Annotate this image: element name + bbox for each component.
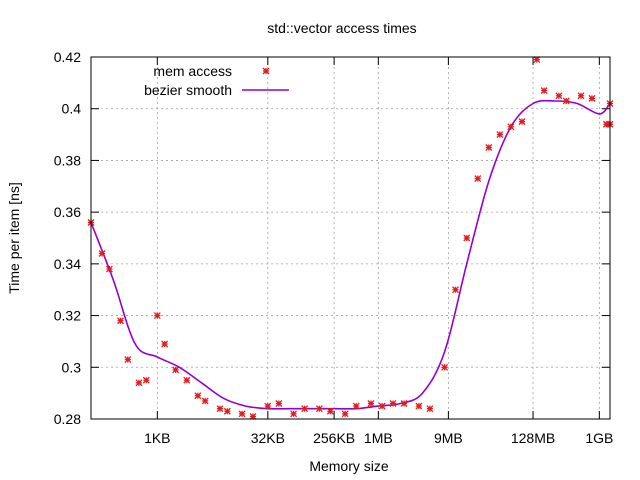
data-point bbox=[98, 250, 106, 257]
grid bbox=[91, 57, 610, 419]
data-point bbox=[400, 400, 408, 407]
data-point bbox=[463, 234, 471, 242]
y-tick-label: 0.28 bbox=[54, 411, 81, 427]
y-tick-label: 0.4 bbox=[62, 101, 82, 117]
x-tick-label: 1KB bbox=[144, 430, 170, 446]
x-axis-ticks: 1KB 32KB 256KB 1MB 9MB 128MB 1GB bbox=[144, 57, 613, 446]
data-point bbox=[562, 97, 570, 105]
data-point bbox=[238, 410, 246, 418]
legend-label-mem-access: mem access bbox=[153, 63, 232, 79]
series-points-mem-access bbox=[87, 56, 614, 420]
data-point bbox=[216, 405, 224, 413]
data-point bbox=[426, 405, 434, 413]
plot-frame bbox=[90, 56, 611, 420]
data-point bbox=[183, 376, 191, 384]
data-point bbox=[485, 144, 493, 151]
data-point bbox=[518, 118, 526, 126]
y-axis-ticks: 0.28 0.3 0.32 0.34 0.36 0.38 0.4 0.42 bbox=[54, 49, 610, 427]
data-point bbox=[507, 123, 515, 131]
data-point bbox=[577, 92, 585, 100]
x-tick-label: 1MB bbox=[364, 430, 393, 446]
data-point bbox=[249, 412, 257, 420]
legend-marker-mem-access bbox=[262, 67, 270, 75]
x-tick-label: 9MB bbox=[434, 430, 463, 446]
data-point bbox=[367, 400, 375, 407]
data-point bbox=[223, 407, 231, 415]
data-point bbox=[452, 286, 459, 294]
x-tick-label: 1GB bbox=[585, 430, 613, 446]
data-point bbox=[326, 407, 334, 415]
data-point bbox=[172, 366, 180, 374]
series-line-bezier-smooth bbox=[90, 99, 611, 410]
data-point bbox=[135, 379, 143, 387]
chart-title: std::vector access times bbox=[267, 20, 416, 36]
data-point bbox=[105, 265, 113, 273]
y-tick-label: 0.38 bbox=[54, 152, 81, 168]
data-point bbox=[194, 392, 202, 400]
data-point bbox=[540, 87, 548, 95]
data-point bbox=[124, 356, 132, 363]
data-point bbox=[315, 405, 323, 413]
legend-label-bezier-smooth: bezier smooth bbox=[144, 82, 232, 98]
data-point bbox=[142, 376, 150, 384]
data-point bbox=[441, 363, 449, 371]
x-tick-label: 256KB bbox=[313, 430, 355, 446]
data-point bbox=[555, 92, 563, 100]
x-tick-label: 128MB bbox=[511, 430, 555, 446]
y-tick-label: 0.42 bbox=[54, 49, 81, 65]
data-point bbox=[161, 340, 169, 348]
data-point bbox=[352, 402, 360, 410]
data-point bbox=[301, 405, 309, 413]
y-tick-label: 0.32 bbox=[54, 308, 81, 324]
legend: mem access bezier smooth bbox=[144, 63, 289, 98]
data-point bbox=[496, 131, 504, 139]
data-point bbox=[474, 175, 482, 182]
data-point bbox=[415, 402, 423, 410]
x-tick-label: 32KB bbox=[251, 430, 285, 446]
x-axis-label: Memory size bbox=[309, 458, 389, 474]
data-point bbox=[275, 400, 283, 407]
data-point bbox=[341, 410, 349, 418]
y-tick-label: 0.34 bbox=[54, 256, 81, 272]
data-point bbox=[264, 402, 272, 410]
y-tick-label: 0.36 bbox=[54, 204, 81, 220]
legend-marker-star bbox=[262, 67, 270, 75]
data-point bbox=[201, 397, 209, 405]
y-axis-label: Time per item [ns] bbox=[6, 182, 22, 294]
data-point bbox=[389, 400, 397, 407]
data-point bbox=[290, 410, 298, 418]
data-point bbox=[117, 317, 124, 325]
y-tick-label: 0.3 bbox=[62, 359, 82, 375]
data-point bbox=[533, 56, 541, 64]
data-point bbox=[588, 94, 596, 102]
data-point bbox=[153, 312, 161, 320]
data-point bbox=[378, 402, 386, 410]
